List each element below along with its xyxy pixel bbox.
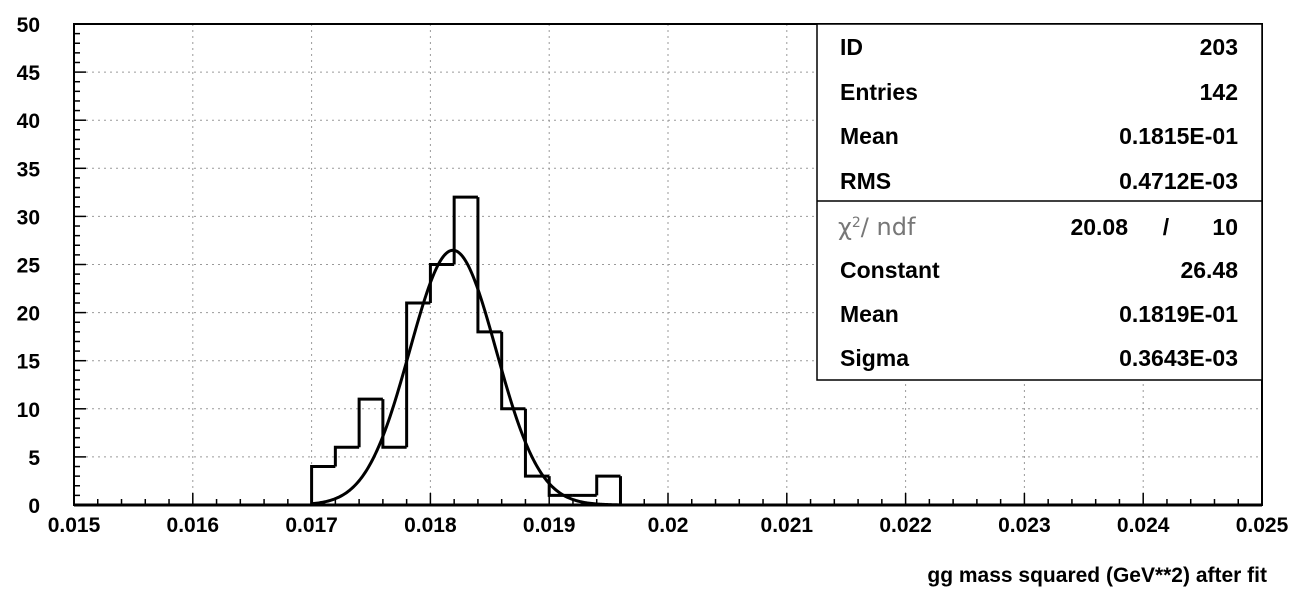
y-tick-label: 10 [17,399,40,422]
histogram-bin [381,399,407,449]
fit-row-value: 0.3643E-03 [1119,345,1238,371]
chi2-label: χ2/ ndf [838,213,916,241]
histogram-bin [476,197,502,334]
stats-row-label: RMS [840,168,891,194]
stats-row-value: 0.1815E-01 [1119,123,1238,149]
x-axis-title: gg mass squared (GeV**2) after fit [927,564,1267,587]
y-tick-label: 20 [17,303,40,326]
stats-row-value: 203 [1200,34,1238,60]
stats-row-value: 0.4712E-03 [1119,168,1238,194]
stats-row-value: 142 [1200,79,1238,105]
stats-row-label: ID [840,34,863,60]
x-tick-label: 0.017 [285,514,338,537]
y-tick-label: 50 [17,14,40,37]
fit-rows: Constant 26.48 Mean 0.1819E-01 Sigma 0.3643E-… [840,257,1238,371]
chi2-row: χ2/ ndf 20.08 / 10 [838,213,1238,241]
chi2-symbol: χ [838,213,852,241]
y-tick-label: 25 [17,255,41,278]
fit-row-value: 0.1819E-01 [1119,301,1238,327]
x-tick-label: 0.021 [761,514,814,537]
y-tick-label: 35 [17,158,41,181]
y-tick-labels: 0 5 10 15 20 25 30 35 40 45 50 [17,14,41,518]
y-tick-label: 0 [28,495,40,518]
histogram-bin [428,263,455,303]
chi2-superscript: 2 [852,215,861,231]
x-tick-label: 0.019 [523,514,576,537]
histogram-bin [595,474,621,496]
y-tick-label: 15 [17,351,41,374]
histogram-bin [500,331,526,411]
chi2-value: 20.08 [1070,214,1128,240]
fit-row-label: Constant [840,257,940,283]
x-tick-label: 0.018 [404,514,457,537]
histogram-bin [357,397,383,448]
histogram-bin [523,408,550,478]
y-tick-label: 40 [17,110,40,133]
x-tick-label: 0.022 [879,514,932,537]
histogram-bin [452,195,478,265]
x-tick-label: 0.016 [167,514,220,537]
stats-row-label: Entries [840,79,918,105]
histogram-bin [333,445,360,467]
y-tick-label: 30 [17,206,40,229]
fit-row-label: Mean [840,301,899,327]
histogram-bin [310,465,336,505]
fit-row-label: Sigma [840,345,909,371]
y-tick-label: 45 [17,62,41,85]
stats-rows: ID 203 Entries 142 Mean 0.1815E-01 RMS 0.4712E-… [840,34,1238,194]
x-tick-label: 0.015 [48,514,101,537]
stats-box-frame [816,23,1263,381]
y-tick-label: 5 [28,447,40,470]
fit-curve-group [311,248,621,507]
fit-row-value: 26.48 [1180,257,1238,283]
x-tick-label: 0.025 [1236,514,1289,537]
gaussian-fit-curve [311,248,621,507]
x-tick-label: 0.02 [648,514,689,537]
axis-ticks [73,23,1263,506]
stats-row-label: Mean [840,123,899,149]
stats-box: ID 203 Entries 142 Mean 0.1815E-01 RMS 0.4712E-… [816,23,1263,381]
chi2-separator: / [1163,214,1170,240]
chi2-ndf-value: 10 [1212,214,1238,240]
x-tick-label: 0.024 [1117,514,1170,537]
chi2-ndf-label: / ndf [861,213,916,241]
x-tick-label: 0.023 [998,514,1051,537]
x-tick-labels: 0.015 0.016 0.017 0.018 0.019 0.02 0.021 0.022 0… [48,514,1289,537]
